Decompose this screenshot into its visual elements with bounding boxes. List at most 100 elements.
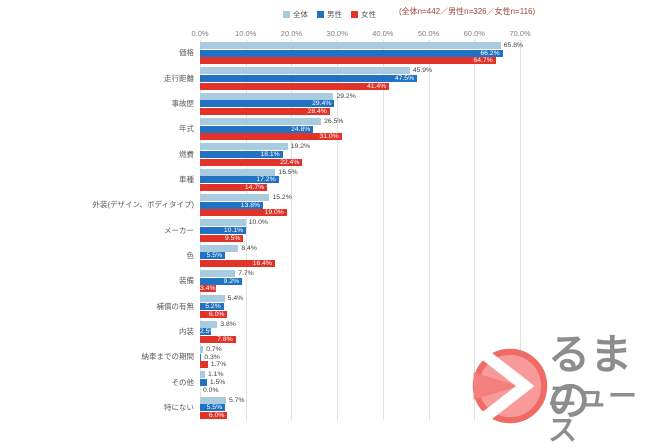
value-label-男性-6: 13.8% [240,201,261,209]
bar-男性-11 [200,328,212,336]
value-label-女性-4: 22.4% [280,158,300,166]
value-label-全体-12: 0.7% [206,346,222,353]
bar-女性-0 [200,57,496,65]
bar-男性-8 [200,252,226,260]
value-label-女性-3: 31.0% [319,133,339,141]
category-label: 納車までの期間 [141,352,195,362]
value-label-男性-7: 10.1% [223,226,244,234]
category-label: 走行距離 [164,73,194,83]
x-tick-label: 20.0% [280,29,303,38]
value-label-男性-13: 1.5% [209,378,226,386]
category-label: 特にない [164,403,194,413]
value-label-男性-3: 24.8% [291,125,311,133]
x-tick-label: 50.0% [417,29,440,38]
value-label-男性-0: 66.2% [480,49,500,57]
category-label: 補償の有無 [156,301,195,311]
category-label: 装備 [179,276,194,286]
value-label-全体-9: 7.7% [238,270,254,277]
value-label-全体-14: 5.7% [229,396,245,404]
bar-女性-3 [200,133,342,141]
bar-全体-11 [200,320,218,328]
value-label-全体-5: 16.5% [278,168,298,176]
value-label-男性-10: 5.2% [205,302,221,310]
bar-女性-1 [200,82,390,90]
value-label-全体-4: 19.2% [290,143,311,151]
legend-label: 全体 [293,10,308,19]
bar-男性-0 [200,49,503,57]
legend-item-2: 女性 [351,9,376,20]
category-label: 燃費 [179,149,194,159]
x-tick-label: 30.0% [326,29,348,38]
value-label-男性-4: 18.1% [260,150,280,158]
bar-男性-6 [200,201,264,209]
kuruma-logo-icon [472,348,548,424]
category-label: メーカー [164,225,194,235]
value-label-男性-12: 0.3% [204,353,220,361]
bar-全体-5 [200,168,276,176]
bar-女性-11 [200,335,236,343]
bar-女性-2 [200,107,330,115]
category-label: 車種 [179,175,194,185]
gridline [291,40,293,420]
legend-label: 男性 [327,10,342,19]
bar-全体-2 [200,92,334,100]
sample-size-note: (全体n=442／男性n=326／女性n=116) [399,7,536,16]
gridline [382,40,384,420]
value-label-男性-11: 2.5% [200,328,216,336]
value-label-男性-9: 9.2% [223,277,240,285]
plot-area: 65.8% 66.2% 64.7% 45.9% 47.5% 41.4% 29.2% 29.4%… [200,40,523,420]
value-label-女性-14: 6.0% [208,411,225,419]
bar-女性-10 [200,310,228,318]
bar-男性-5 [200,176,279,184]
bar-全体-4 [200,143,288,151]
bar-全体-9 [200,270,236,277]
legend-item-0: 全体 [283,9,308,20]
category-label: 価格 [179,48,194,58]
bar-男性-2 [200,100,335,108]
bar-男性-1 [200,74,418,82]
bar-女性-5 [200,183,268,191]
bar-男性-14 [200,404,226,412]
value-label-女性-2: 28.4% [307,107,327,115]
category-label: 年式 [179,124,194,134]
gridline [474,40,476,420]
category-label: 色 [186,251,195,261]
value-label-女性-13: 0.0% [203,386,219,394]
value-label-女性-7: 9.5% [224,234,241,242]
gridline [520,40,521,420]
bar-全体-3 [200,118,322,125]
bar-全体-6 [200,194,270,201]
x-tick-label: 60.0% [463,29,485,38]
bar-男性-7 [200,226,247,234]
value-label-全体-8: 8.4% [241,244,257,252]
value-label-男性-14: 5.5% [206,404,223,412]
value-label-女性-5: 14.7% [244,183,265,191]
bar-女性-9 [200,285,216,293]
bar-女性-12 [200,361,208,369]
bar-男性-10 [200,302,224,310]
bar-全体-12 [200,346,204,353]
value-label-女性-11: 7.8% [217,335,233,343]
value-label-全体-11: 3.8% [220,320,236,328]
value-label-全体-2: 29.2% [336,92,356,100]
bar-女性-4 [200,158,303,166]
value-label-全体-10: 5.4% [227,295,244,303]
value-label-男性-8: 5.5% [206,252,223,260]
gridline [428,40,430,420]
gridline [337,40,339,420]
bar-全体-8 [200,244,239,252]
bar-男性-3 [200,125,314,133]
value-label-全体-7: 10.0% [248,219,268,227]
x-tick-label: 40.0% [372,29,394,38]
bar-男性-13 [200,378,207,386]
value-label-全体-13: 1.1% [208,371,224,379]
category-label: 外装(デザイン、ボディタイプ) [92,200,194,210]
category-label: その他 [171,377,195,387]
gridline [245,40,247,420]
bar-男性-9 [200,277,243,285]
value-label-全体-6: 15.2% [272,194,292,201]
value-label-女性-1: 41.4% [366,82,387,90]
legend-swatch-icon [283,11,290,18]
value-label-全体-3: 26.5% [324,118,344,125]
bar-男性-12 [200,353,202,361]
